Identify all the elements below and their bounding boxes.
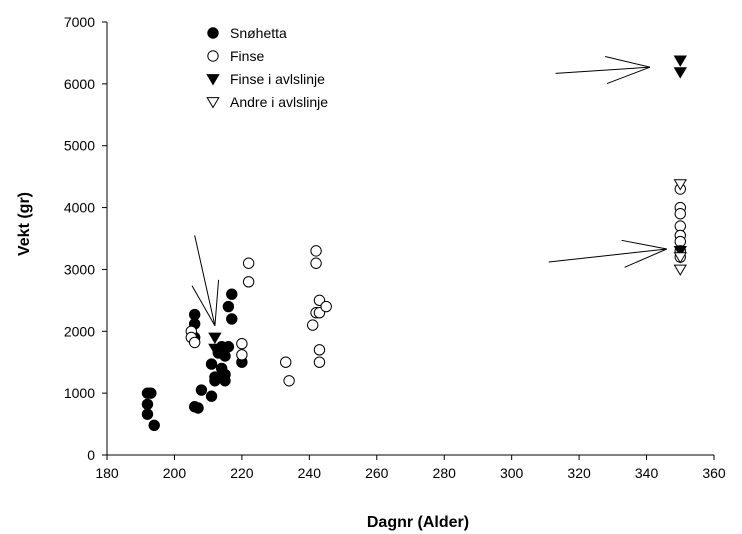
x-tick-label: 180 — [95, 465, 119, 481]
x-tick-label: 280 — [433, 465, 457, 481]
arrow-head — [605, 55, 651, 68]
legend-entry: Andre i avlslinje — [206, 94, 328, 110]
data-points — [141, 55, 687, 432]
legend-entry: Finse — [207, 48, 264, 64]
legend: Snøhetta Finse Finse i avlslinje Andre i av… — [206, 25, 328, 110]
legend-label: Finse — [230, 48, 264, 64]
legend-entry: Finse i avlslinje — [206, 71, 325, 87]
arrow-shaft — [555, 66, 650, 74]
data-point — [226, 313, 238, 325]
annotation-arrow — [191, 235, 220, 326]
axes — [106, 22, 714, 456]
data-point — [222, 341, 235, 353]
y-tick-label: 5000 — [64, 138, 95, 154]
data-point — [148, 419, 160, 432]
arrow-shaft — [548, 248, 667, 263]
data-point — [222, 300, 235, 313]
data-point — [283, 375, 295, 387]
data-point — [205, 358, 218, 370]
data-point — [145, 387, 157, 399]
y-tick-label: 1000 — [64, 385, 95, 401]
data-point — [313, 344, 326, 356]
data-point — [219, 375, 231, 387]
data-point — [208, 332, 222, 344]
data-point — [673, 55, 687, 67]
data-point — [242, 257, 255, 269]
data-point — [673, 179, 687, 191]
y-tick-label: 7000 — [64, 14, 95, 30]
legend-marker — [206, 97, 220, 109]
data-point — [310, 257, 322, 269]
y-axis-ticks: 0 1000 2000 3000 4000 5000 6000 7000 — [64, 14, 107, 463]
x-axis-ticks: 180 200 220 240 260 280 300 320 340 360 — [95, 455, 726, 481]
legend-label: Andre i avlslinje — [230, 94, 328, 110]
series-sn-hetta — [141, 288, 248, 432]
data-point — [236, 349, 248, 361]
data-point — [310, 245, 322, 257]
y-tick-label: 3000 — [64, 261, 95, 277]
data-point — [280, 356, 292, 368]
data-point — [236, 337, 248, 350]
x-tick-label: 300 — [500, 465, 524, 481]
legend-marker — [206, 74, 220, 86]
data-point — [208, 343, 222, 356]
data-point — [313, 356, 326, 368]
series-andre-i-avlslinje — [673, 179, 687, 276]
x-tick-label: 260 — [365, 465, 389, 481]
data-point — [205, 390, 218, 402]
data-point — [195, 384, 208, 396]
data-point — [673, 246, 687, 258]
x-tick-label: 360 — [702, 465, 726, 481]
x-tick-label: 200 — [163, 465, 187, 481]
legend-label: Finse i avlslinje — [230, 71, 325, 87]
legend-label: Snøhetta — [230, 25, 287, 41]
data-point — [141, 398, 154, 410]
legend-marker — [207, 50, 219, 62]
y-tick-label: 4000 — [64, 200, 95, 216]
y-axis-title: Vekt (gr) — [16, 192, 33, 256]
series-finse — [185, 183, 686, 387]
data-point — [673, 264, 687, 276]
y-tick-label: 6000 — [64, 76, 95, 92]
series-finse-i-avlslinje — [208, 55, 687, 356]
arrow-head — [621, 239, 667, 250]
x-tick-label: 220 — [230, 465, 254, 481]
data-point — [242, 276, 255, 288]
data-point — [188, 336, 201, 349]
data-point — [307, 319, 319, 331]
annotation-arrow — [548, 239, 667, 268]
annotation-arrow — [555, 55, 651, 85]
arrow-head — [606, 66, 651, 85]
arrow-head — [191, 285, 216, 326]
x-tick-label: 240 — [298, 465, 322, 481]
data-point — [673, 252, 687, 264]
arrow-head — [214, 279, 220, 326]
legend-entry: Snøhetta — [207, 25, 287, 41]
arrow-shaft — [194, 235, 216, 326]
data-point — [141, 408, 154, 420]
data-point — [226, 288, 238, 300]
data-point — [192, 402, 204, 414]
arrow-annotations — [191, 55, 667, 326]
arrow-head — [624, 248, 667, 268]
x-tick-label: 320 — [567, 465, 591, 481]
data-point — [673, 67, 687, 79]
data-point — [320, 300, 332, 313]
y-tick-label: 2000 — [64, 323, 95, 339]
legend-marker — [207, 27, 219, 39]
data-point — [674, 208, 686, 220]
y-tick-label: 0 — [87, 447, 95, 463]
x-tick-label: 340 — [635, 465, 659, 481]
data-point — [209, 375, 221, 387]
x-axis-title: Dagnr (Alder) — [367, 514, 469, 531]
